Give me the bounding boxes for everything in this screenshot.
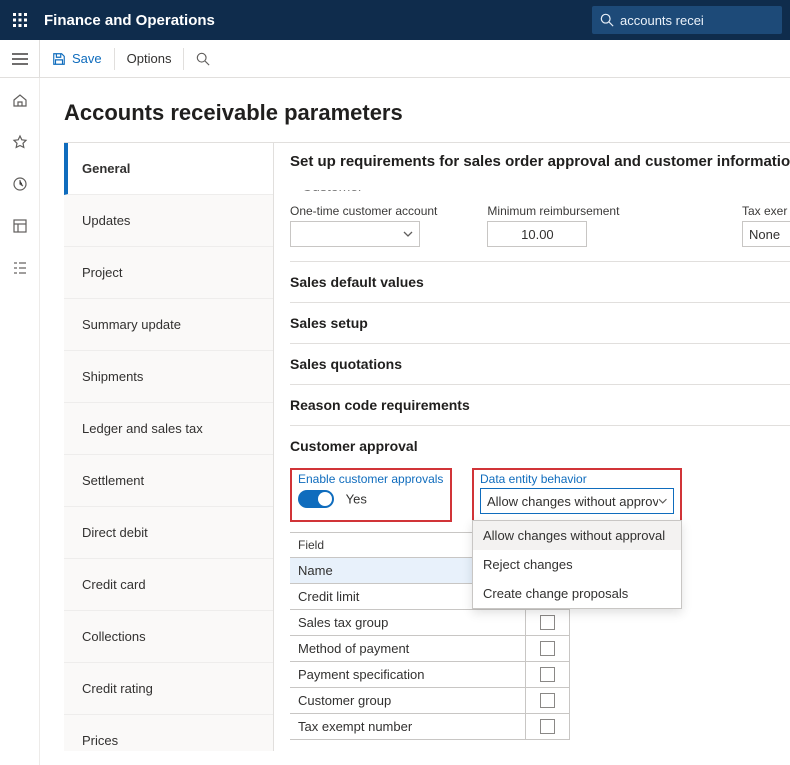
data-entity-behavior-label: Data entity behavior: [480, 472, 674, 486]
tab-credit-card[interactable]: Credit card: [64, 559, 273, 611]
section-sales-setup[interactable]: Sales setup: [290, 302, 790, 343]
tab-collections[interactable]: Collections: [64, 611, 273, 663]
tax-exempt-field: Tax exer None: [742, 204, 790, 247]
global-search[interactable]: accounts recei: [592, 6, 782, 34]
rail-recent-icon[interactable]: [0, 170, 40, 198]
one-time-account-label: One-time customer account: [290, 204, 437, 218]
search-icon: [196, 52, 210, 66]
field-name-cell: Customer group: [290, 688, 526, 713]
section-sales-default-values[interactable]: Sales default values: [290, 261, 790, 302]
save-label: Save: [72, 51, 102, 66]
enable-approvals-label: Enable customer approvals: [298, 472, 444, 486]
checkbox[interactable]: [540, 641, 555, 656]
tab-updates[interactable]: Updates: [64, 195, 273, 247]
customer-fields-row: One-time customer account Minimum reimbu…: [290, 200, 790, 261]
section-customer-approval[interactable]: Customer approval: [290, 425, 790, 466]
data-entity-behavior-value: Allow changes without approval: [487, 494, 658, 509]
search-icon: [600, 13, 614, 27]
table-row[interactable]: Tax exempt number: [290, 714, 570, 740]
field-enable-cell: [526, 636, 570, 661]
page-title: Accounts receivable parameters: [64, 100, 790, 126]
field-name-cell: Sales tax group: [290, 610, 526, 635]
one-time-account-field: One-time customer account: [290, 204, 437, 247]
tab-prices[interactable]: Prices: [64, 715, 273, 751]
main-content: Accounts receivable parameters GeneralUp…: [40, 78, 790, 765]
save-icon: [52, 52, 66, 66]
field-enable-cell: [526, 714, 570, 739]
table-row[interactable]: Payment specification: [290, 662, 570, 688]
detail-panel: Set up requirements for sales order appr…: [274, 143, 790, 751]
tab-ledger-and-sales-tax[interactable]: Ledger and sales tax: [64, 403, 273, 455]
global-search-text: accounts recei: [620, 13, 704, 28]
tab-direct-debit[interactable]: Direct debit: [64, 507, 273, 559]
toolbar-search-button[interactable]: [184, 40, 222, 78]
min-reimbursement-label: Minimum reimbursement: [487, 204, 619, 218]
tab-credit-rating[interactable]: Credit rating: [64, 663, 273, 715]
checkbox[interactable]: [540, 693, 555, 708]
min-reimbursement-input[interactable]: 10.00: [487, 221, 587, 247]
behavior-option[interactable]: Reject changes: [473, 550, 681, 579]
top-bar: Finance and Operations accounts recei: [0, 0, 790, 40]
content-row: GeneralUpdatesProjectSummary updateShipm…: [64, 142, 790, 751]
tab-shipments[interactable]: Shipments: [64, 351, 273, 403]
tax-exempt-dropdown[interactable]: None: [742, 221, 790, 247]
tab-summary-update[interactable]: Summary update: [64, 299, 273, 351]
action-toolbar: Save Options: [0, 40, 790, 78]
enable-approvals-state: Yes: [346, 492, 367, 507]
behavior-option[interactable]: Create change proposals: [473, 579, 681, 608]
data-entity-behavior-options: Allow changes without approvalReject cha…: [472, 520, 682, 609]
field-enable-cell: [526, 688, 570, 713]
min-reimbursement-value: 10.00: [521, 227, 554, 242]
rail-modules-icon[interactable]: [0, 254, 40, 282]
checkbox[interactable]: [540, 667, 555, 682]
field-enable-cell: [526, 610, 570, 635]
field-enable-cell: [526, 662, 570, 687]
section-reason-code-requirements[interactable]: Reason code requirements: [290, 384, 790, 425]
enable-approvals-block: Enable customer approvals Yes: [290, 468, 452, 522]
chevron-down-icon: [658, 496, 667, 506]
checkbox[interactable]: [540, 615, 555, 630]
save-button[interactable]: Save: [40, 40, 114, 78]
rail-home-icon[interactable]: [0, 86, 40, 114]
one-time-account-dropdown[interactable]: [290, 221, 420, 247]
options-label: Options: [127, 51, 172, 66]
table-row[interactable]: Customer group: [290, 688, 570, 714]
enable-approvals-toggle[interactable]: [298, 490, 334, 508]
tax-exempt-value: None: [749, 227, 780, 242]
data-entity-behavior-dropdown[interactable]: Allow changes without approval: [480, 488, 674, 514]
field-name-cell: Payment specification: [290, 662, 526, 687]
rail-workspaces-icon[interactable]: [0, 212, 40, 240]
tab-project[interactable]: Project: [64, 247, 273, 299]
rail-favorites-icon[interactable]: [0, 128, 40, 156]
field-name-cell: Method of payment: [290, 636, 526, 661]
app-launcher-icon[interactable]: [0, 0, 40, 40]
table-row[interactable]: Sales tax group: [290, 610, 570, 636]
chevron-down-icon: [403, 229, 413, 239]
checkbox[interactable]: [540, 719, 555, 734]
tab-general[interactable]: General: [64, 143, 273, 195]
brand-title: Finance and Operations: [40, 12, 592, 29]
sections-list: Sales default valuesSales setupSales quo…: [290, 261, 790, 466]
customer-approval-group: Enable customer approvals Yes Data entit…: [290, 466, 790, 740]
table-row[interactable]: Method of payment: [290, 636, 570, 662]
min-reimbursement-field: Minimum reimbursement 10.00: [487, 204, 619, 247]
behavior-option[interactable]: Allow changes without approval: [473, 521, 681, 550]
group-customer-label: Customer: [290, 178, 790, 194]
data-entity-behavior-block: Data entity behavior Allow changes witho…: [472, 468, 682, 522]
panel-title: Set up requirements for sales order appr…: [290, 153, 790, 170]
nav-rail: [0, 78, 40, 765]
tabs-list[interactable]: GeneralUpdatesProjectSummary updateShipm…: [64, 143, 274, 751]
tab-settlement[interactable]: Settlement: [64, 455, 273, 507]
section-sales-quotations[interactable]: Sales quotations: [290, 343, 790, 384]
field-name-cell: Tax exempt number: [290, 714, 526, 739]
tax-exempt-label: Tax exer: [742, 204, 790, 218]
nav-toggle-button[interactable]: [0, 40, 40, 78]
options-button[interactable]: Options: [115, 40, 184, 78]
